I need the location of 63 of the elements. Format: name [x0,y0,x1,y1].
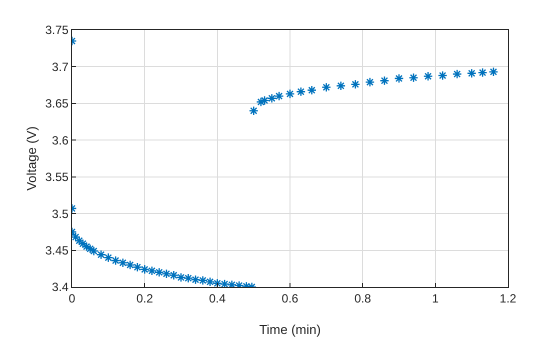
point [72,232,80,242]
point [248,106,259,116]
y-tick-label: 3.4 [52,280,69,294]
point [452,69,462,79]
point [423,71,433,82]
point [110,256,120,266]
point [227,280,237,287]
point [285,89,295,99]
point [220,279,230,287]
point [162,268,172,279]
point [118,258,128,268]
x-axis-title: Time (min) [259,322,321,337]
point [154,267,164,278]
x-tick-label: 0 [68,291,76,306]
point [266,93,277,104]
point [306,85,317,96]
point [274,91,284,101]
point [438,70,448,80]
point [260,96,270,106]
point [198,276,208,286]
point [408,72,418,83]
x-tick-label: 0.6 [282,291,299,306]
point [296,86,306,97]
y-axis-title: Voltage (V) [24,126,39,191]
point [321,82,332,92]
point [132,262,142,272]
point [350,79,360,90]
point [466,68,477,78]
point [380,76,390,86]
point [183,273,194,284]
point [74,236,84,246]
point [205,277,215,287]
point [212,278,222,287]
point [394,74,404,84]
y-tick-label: 3.45 [45,243,69,258]
point [147,266,157,276]
point [256,97,266,107]
y-tick-label: 3.65 [45,96,69,111]
point [103,252,114,262]
point [365,77,375,87]
y-tick-label: 3.5 [52,206,69,221]
y-tick-label: 3.7 [52,60,69,74]
point [96,250,106,260]
point [125,260,135,270]
point [140,264,150,274]
point [488,67,498,77]
point [478,68,488,78]
point [336,80,346,91]
point [88,246,99,256]
y-tick-label: 3.75 [45,23,69,38]
x-tick-label: 1 [432,291,439,306]
x-tick-label: 0.8 [354,291,372,306]
x-tick-label: 0.2 [136,291,154,306]
point [176,272,186,282]
y-tick-label: 3.6 [52,133,69,148]
point [78,238,88,249]
point [85,244,96,254]
point [168,270,179,280]
y-tick-label: 3.55 [45,170,69,184]
point [190,274,200,285]
x-tick-label: 0.4 [208,291,226,306]
point [82,242,92,252]
x-tick-label: 1.2 [500,291,517,306]
